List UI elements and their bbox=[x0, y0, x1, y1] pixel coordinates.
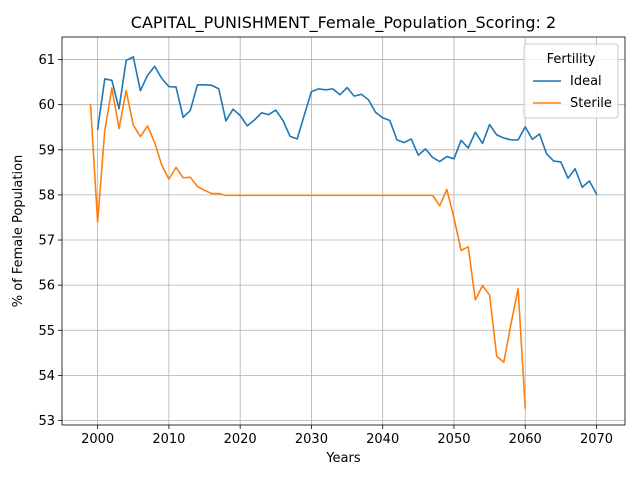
legend-items: Ideal Sterile bbox=[533, 74, 612, 111]
y-tick-label: 56 bbox=[38, 279, 55, 294]
y-tick-label: 57 bbox=[38, 234, 55, 249]
x-tick-label: 2030 bbox=[295, 432, 328, 447]
chart-title: CAPITAL_PUNISHMENT_Female_Population_Sco… bbox=[131, 13, 556, 33]
plot-frame bbox=[61, 36, 626, 426]
y-tick-label: 53 bbox=[38, 414, 55, 429]
y-tick-label: 54 bbox=[38, 369, 55, 384]
series-line-sterile bbox=[89, 87, 527, 409]
legend: Fertility Ideal Sterile bbox=[523, 43, 619, 119]
y-tick-label: 59 bbox=[38, 143, 55, 158]
axis-ticks: 2000 2010 2020 2030 2040 2050 2060 2070 53 54 55 56… bbox=[38, 53, 613, 447]
series-line-ideal bbox=[96, 56, 598, 196]
series-lines bbox=[89, 56, 598, 409]
y-axis-title: % of Female Population bbox=[11, 155, 26, 308]
x-axis-title: Years bbox=[325, 451, 361, 466]
x-tick-label: 2050 bbox=[437, 432, 470, 447]
legend-title: Fertility bbox=[547, 52, 596, 67]
legend-label-ideal: Ideal bbox=[570, 74, 602, 89]
x-tick-label: 2040 bbox=[366, 432, 399, 447]
x-tick-label: 2010 bbox=[152, 432, 185, 447]
y-tick-label: 61 bbox=[38, 53, 55, 68]
legend-box bbox=[523, 43, 619, 119]
x-tick-label: 2070 bbox=[580, 432, 613, 447]
x-tick-label: 2000 bbox=[81, 432, 114, 447]
y-tick-label: 55 bbox=[38, 324, 55, 339]
legend-label-sterile: Sterile bbox=[570, 96, 612, 111]
y-tick-label: 60 bbox=[38, 98, 55, 113]
x-tick-label: 2020 bbox=[224, 432, 257, 447]
y-tick-label: 58 bbox=[38, 188, 55, 203]
x-tick-label: 2060 bbox=[509, 432, 542, 447]
